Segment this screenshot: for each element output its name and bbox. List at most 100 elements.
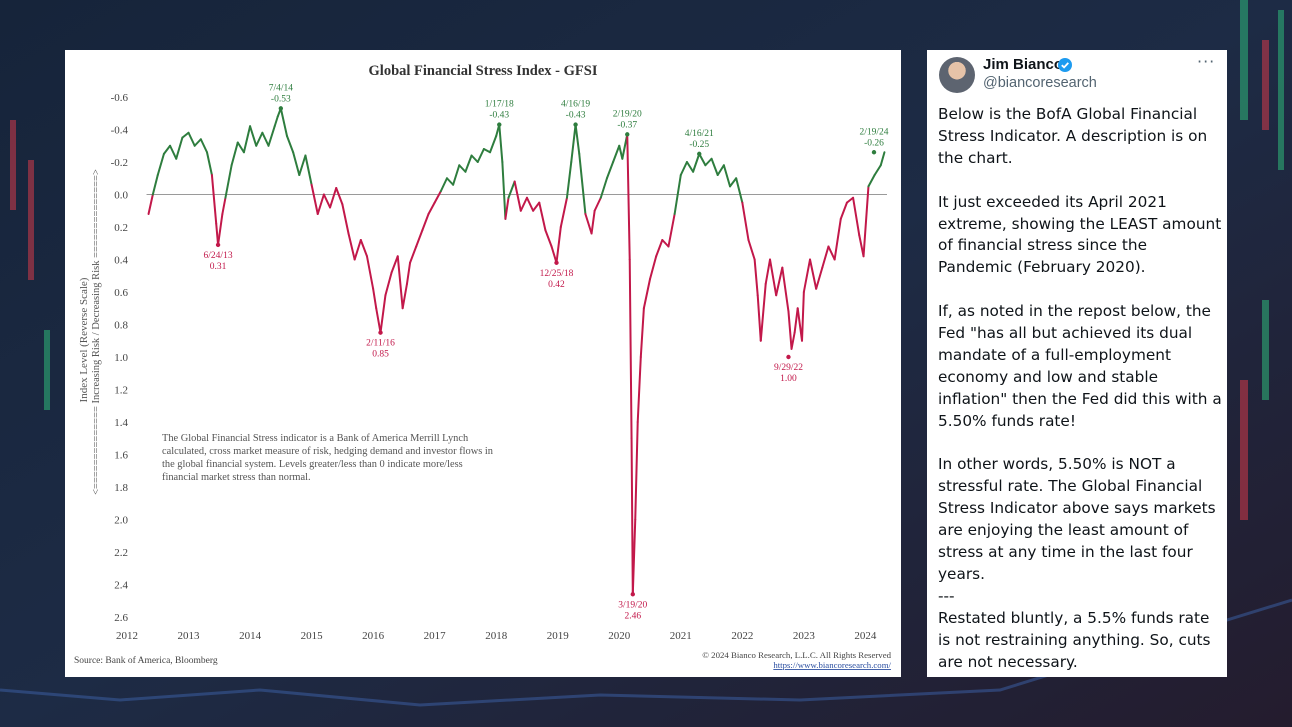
series-segment [787, 310, 793, 350]
description-line: financial market stress than normal. [162, 472, 311, 483]
y-tick-label: 1.0 [114, 352, 128, 364]
series-segment [504, 196, 510, 220]
annotation-date: 3/19/20 [618, 600, 647, 610]
description-line: calculated, cross market measure of risk… [162, 446, 494, 457]
annotation-marker [378, 330, 383, 335]
y-tick-label: -0.2 [111, 157, 128, 169]
y-tick-labels: -0.6 -0.4 -0.2 0.0 0.2 0.4 0.6 0.8 1.0 1.2 1.4 1.6 1… [111, 92, 129, 624]
author-handle[interactable]: @biancoresearch [983, 75, 1097, 91]
series-segment [532, 201, 541, 212]
avatar[interactable] [939, 57, 975, 93]
series-segment [716, 164, 725, 176]
series-segment [570, 123, 577, 163]
series-segment [261, 131, 270, 147]
chart-title: Global Financial Stress Index - GFSI [369, 63, 598, 79]
series-segment [193, 138, 202, 147]
series-segment [236, 141, 245, 154]
series-segment [341, 203, 350, 235]
series-segment [764, 258, 772, 285]
series-segment [464, 154, 473, 173]
series-segment [628, 258, 633, 440]
x-tick-label: 2014 [239, 630, 262, 642]
series-segment [873, 164, 882, 176]
series-segment [384, 271, 393, 297]
x-tick-label: 2024 [854, 630, 877, 642]
series-segment [809, 258, 818, 290]
series-segment [862, 185, 870, 258]
x-tick-label: 2021 [670, 630, 692, 642]
series-segment [590, 209, 596, 235]
series-segment [519, 196, 528, 212]
series-segment [421, 213, 430, 232]
series-segment [513, 180, 522, 212]
series-segment [781, 266, 790, 313]
description-line: The Global Financial Stress indicator is… [162, 433, 469, 444]
annotation-date: 2/19/20 [613, 109, 642, 119]
bianco-url-link[interactable]: https://www.biancoresearch.com/ [773, 660, 891, 670]
series-segment [833, 217, 842, 261]
annotation-date: 9/29/22 [774, 363, 803, 373]
series-segment [169, 144, 178, 160]
series-segment [827, 245, 836, 261]
series-segment [821, 245, 830, 269]
series-segment [405, 261, 412, 285]
series-segment [498, 123, 504, 163]
y-tick-label: -0.6 [111, 92, 129, 104]
series-segment [415, 229, 424, 248]
series-segment [249, 125, 258, 147]
series-segment [458, 164, 467, 173]
series-segment [679, 161, 688, 176]
series-segment [845, 196, 855, 204]
y-tick-label: 0.0 [114, 190, 128, 202]
x-tick-label: 2015 [301, 630, 324, 642]
annotation-marker [871, 150, 877, 155]
series-segment [735, 177, 744, 204]
series-segment [667, 213, 676, 248]
series-segment [199, 138, 208, 154]
gfsi-series [147, 107, 886, 596]
annotation-marker [697, 151, 702, 157]
series-segment [162, 144, 172, 155]
series-segment [559, 196, 568, 228]
annotation-value: -0.25 [689, 140, 709, 150]
annotation-marker [215, 242, 221, 248]
y-tick-label: 2.4 [114, 580, 128, 592]
series-segment [359, 239, 368, 258]
x-tick-label: 2017 [424, 630, 447, 642]
series-segment [210, 174, 218, 225]
series-segment [335, 187, 344, 206]
series-segment [298, 154, 307, 176]
annotation-value: 0.31 [210, 262, 227, 272]
x-tick-label: 2018 [485, 630, 508, 642]
series-segment [255, 131, 264, 147]
series-segment [753, 258, 759, 297]
series-segment [626, 133, 631, 261]
y-axis-title: Index Level (Reverse Scale) [78, 277, 90, 402]
series-segment [147, 193, 154, 215]
series-segment [565, 161, 573, 199]
x-tick-label: 2020 [608, 630, 631, 642]
x-tick-label: 2019 [547, 630, 570, 642]
y-tick-label: 1.2 [114, 385, 128, 397]
series-segment [433, 190, 442, 204]
annotation-date: 7/4/14 [269, 83, 294, 93]
series-segment [593, 196, 602, 212]
series-segment [741, 201, 750, 241]
series-segment [205, 151, 213, 176]
annotation-date: 1/17/18 [485, 100, 514, 110]
more-options-icon[interactable]: ··· [1197, 52, 1216, 71]
x-tick-label: 2023 [793, 630, 816, 642]
series-segment [630, 437, 634, 596]
series-segment [756, 294, 762, 342]
peak-annotations: 7/4/14-0.536/24/130.311/17/18-0.434/16/1… [204, 83, 889, 621]
series-segment [642, 278, 652, 310]
series-segment [722, 164, 732, 188]
x-tick-label: 2012 [116, 630, 138, 642]
series-segment [605, 161, 615, 180]
series-segment [401, 282, 408, 310]
annotation-value: 0.42 [548, 280, 565, 290]
y-tick-label: 0.2 [114, 222, 128, 234]
author-name[interactable]: Jim Bianco [983, 56, 1064, 73]
tweet-paragraph: Restated bluntly, a 5.5% funds rate is n… [938, 608, 1211, 671]
y-tick-label: 2.0 [114, 515, 128, 527]
